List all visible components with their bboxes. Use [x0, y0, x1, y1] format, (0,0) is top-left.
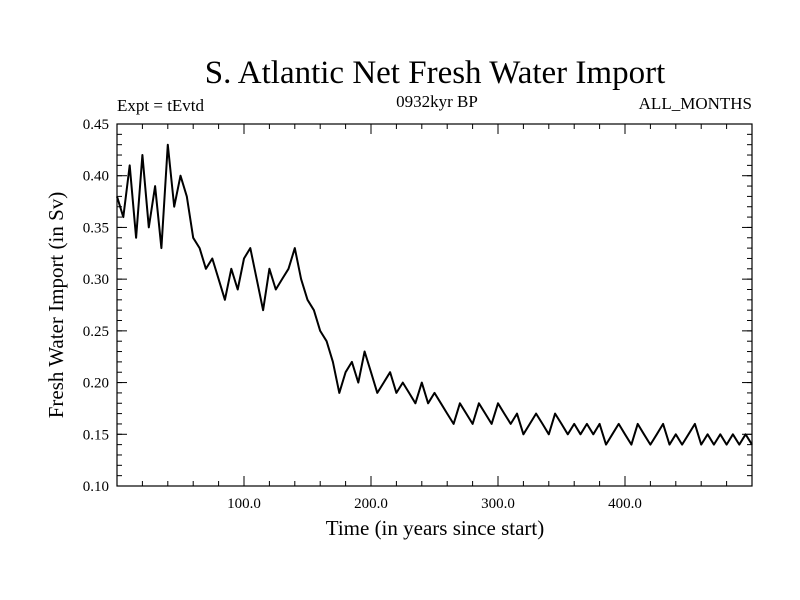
x-tick-label: 200.0 [354, 496, 388, 512]
y-tick-label: 0.45 [83, 117, 109, 133]
plot-frame [116, 123, 753, 487]
period-label: 0932kyr BP [396, 92, 478, 111]
y-tick-label: 0.30 [83, 272, 109, 288]
x-tick-label: 300.0 [481, 496, 515, 512]
y-tick-label: 0.10 [83, 479, 109, 495]
months-label: ALL_MONTHS [639, 94, 752, 113]
x-tick-labels: 100.0 200.0 300.0 400.0 [227, 496, 642, 512]
x-axis-label: Time (in years since start) [326, 516, 545, 540]
y-tick-label: 0.40 [83, 169, 109, 185]
x-tick-label: 400.0 [608, 496, 642, 512]
experiment-label: Expt = tEvtd [117, 96, 205, 115]
y-tick-label: 0.25 [83, 324, 109, 340]
y-tick-label: 0.35 [83, 220, 109, 236]
series-line [116, 143, 753, 446]
y-tick-label: 0.20 [83, 376, 109, 392]
axis-ticks [117, 123, 752, 487]
chart-title: S. Atlantic Net Fresh Water Import [205, 55, 666, 91]
y-tick-labels: 0.10 0.15 0.20 0.25 0.30 0.35 0.40 0.45 [83, 117, 109, 495]
y-tick-label: 0.15 [83, 427, 109, 443]
y-axis-label: Fresh Water Import (in Sv) [44, 192, 68, 419]
x-tick-label: 100.0 [227, 496, 261, 512]
